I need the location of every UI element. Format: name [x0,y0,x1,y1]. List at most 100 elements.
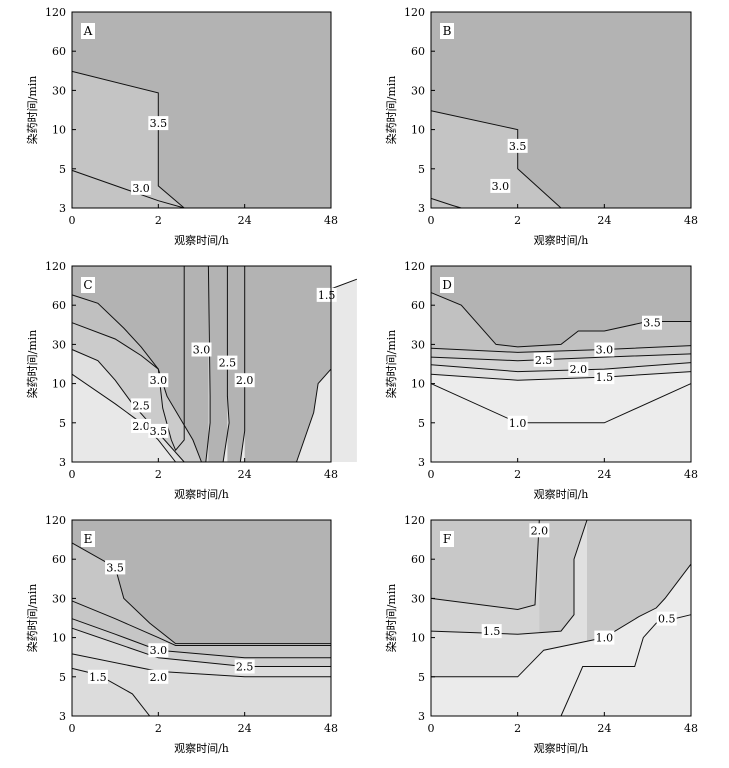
contour-line [71,600,331,646]
contour-label-bg [490,178,511,193]
x-tick-label: 0 [69,468,76,481]
contour-label-bg [533,352,554,367]
y-tick-label: 3 [418,710,425,723]
contour-label: 3.5 [106,561,124,574]
x-axis-title: 观察时间/h [174,487,229,501]
x-tick-label: 0 [428,722,435,735]
contour-label: 1.5 [318,289,336,302]
contour-line [430,519,540,611]
x-tick-label: 48 [684,468,698,481]
panel-f: 0.5 1.0 1.5 2.0 F 0 2 24 48 3 5 10 30 60 120 观察时间/h 染药时间… [384,514,698,755]
contour-label: 2.0 [236,374,254,387]
contour-label: 1.5 [596,371,614,384]
contour-label: 2.0 [531,524,549,537]
panel-d: 1.0 1.5 2.0 2.5 3.0 3.5 D 0 2 24 48 3 5 10 30 60 120 观察时间… [384,260,698,501]
band-fill [72,170,185,208]
x-tick-label: 2 [514,468,521,481]
contour-label: 2.5 [535,354,553,367]
band-fill [431,198,462,208]
x-tick-label: 24 [238,214,252,227]
contour-label: 3.5 [509,140,527,153]
y-tick-label: 5 [59,163,66,176]
contour-label-bg [642,315,662,330]
contour-label: 2.5 [219,357,237,370]
contour-label-bg [234,659,255,674]
contour-label-bg [507,415,528,430]
y-tick-label: 5 [418,671,425,684]
contour-label: 2.0 [570,363,588,376]
contour-line [430,362,692,373]
contour-label: 3.0 [193,344,211,357]
contour-line [430,345,692,353]
x-tick-label: 24 [238,468,252,481]
x-axis-title: 观察时间/h [534,233,589,247]
y-tick-label: 30 [52,592,66,605]
x-tick-label: 24 [597,468,611,481]
contour-line [71,266,185,452]
panel-letter: F [443,532,451,546]
y-tick-label: 3 [59,710,66,723]
panel-letter-bg [440,23,454,39]
x-tick-label: 48 [684,214,698,227]
y-tick-label: 3 [418,202,425,215]
y-tick-label: 10 [411,124,425,137]
y-tick-label: 10 [411,378,425,391]
contour-label: 1.5 [483,625,501,638]
band-fill [431,614,691,716]
panel-e: 1.52.02.53.03.53.5E02244835103060120观察时间… [25,514,338,755]
x-axis-title: 观察时间/h [174,233,229,247]
x-tick-label: 48 [324,722,338,735]
x-tick-label: 24 [597,722,611,735]
y-tick-label: 60 [411,45,425,58]
contour-label-bg [594,630,615,645]
y-tick-label: 60 [52,553,66,566]
contour-label: 2.0 [132,420,150,433]
contour-line [71,653,331,678]
contour-label-bg [148,423,169,438]
x-tick-label: 24 [597,214,611,227]
x-axis-title: 观察时间/h [174,741,229,755]
contour-line [430,353,692,362]
y-axis-title: 染药时间/min [25,330,39,399]
contour-label-bg [148,643,169,658]
x-axis-title: 观察时间/h [534,741,589,755]
y-tick-label: 120 [45,514,66,527]
contour-label: 3.5 [150,425,168,438]
panel-letter: A [83,24,93,38]
contour-label-bg [105,560,126,575]
x-tick-label: 0 [69,722,76,735]
contour-label-bg [529,523,550,538]
contour-label-bg [507,138,528,153]
contour-label-bg [481,624,502,639]
plot-frame [430,265,692,463]
y-tick-label: 60 [411,299,425,312]
y-tick-label: 30 [52,338,66,351]
contour-label: 3.5 [643,317,661,330]
y-tick-label: 120 [45,260,66,273]
panel-letter-bg [81,23,95,39]
contour-line [222,266,230,463]
panel-letter-bg [440,277,454,293]
contour-line [205,265,211,463]
contour-line [430,519,588,635]
y-axis-title: 染药时间/min [25,76,39,145]
contour-line [71,169,185,209]
y-tick-label: 5 [418,163,425,176]
contour-line [296,278,358,463]
contour-label-bg [131,398,152,413]
plot-frame [430,519,692,717]
panel-letter-bg [81,531,95,547]
plot-frame [71,11,332,209]
x-tick-label: 2 [514,214,521,227]
band-fill [72,374,176,462]
y-tick-label: 60 [52,45,66,58]
contour-label-bg [568,362,589,377]
panel-letter-bg [440,531,454,547]
contour-label: 2.5 [132,399,150,412]
y-axis-title: 染药时间/min [384,584,398,653]
y-tick-label: 60 [52,299,66,312]
contour-line [560,614,692,717]
y-tick-label: 120 [404,6,425,19]
x-tick-label: 48 [324,468,338,481]
y-tick-label: 60 [411,553,425,566]
